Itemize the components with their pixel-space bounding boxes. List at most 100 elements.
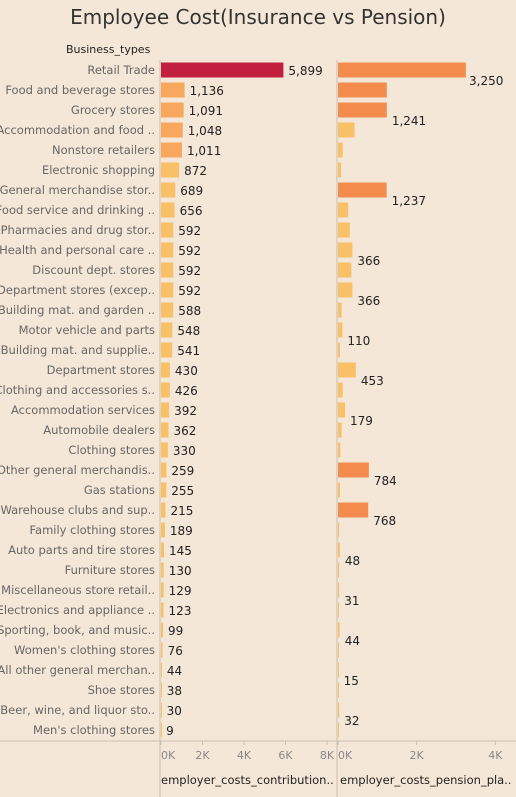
insurance-value-label: 145 bbox=[169, 544, 192, 558]
insurance-value-label: 426 bbox=[175, 384, 198, 398]
category-label: Retail Trade bbox=[87, 63, 155, 77]
pension-bar bbox=[338, 422, 342, 438]
pension-value-label: 3,250 bbox=[469, 74, 503, 88]
pension-value-label: 31 bbox=[344, 594, 359, 608]
pension-value-label: 1,241 bbox=[392, 114, 426, 128]
pension-value-label: 366 bbox=[357, 294, 380, 308]
pension-bar bbox=[338, 542, 340, 558]
pension-bar bbox=[338, 282, 353, 298]
pension-bar bbox=[338, 382, 343, 398]
insurance-bar bbox=[161, 142, 182, 158]
pension-bar bbox=[338, 602, 339, 618]
insurance-bar bbox=[161, 402, 170, 418]
category-label: Food service and drinking .. bbox=[0, 203, 155, 217]
pension-bar bbox=[338, 462, 369, 478]
pension-bar bbox=[338, 582, 340, 598]
insurance-value-label: 123 bbox=[169, 604, 192, 618]
category-label: Beer, wine, and liquor sto.. bbox=[0, 703, 155, 717]
insurance-value-label: 588 bbox=[178, 304, 201, 318]
x-tick-label: 2K bbox=[410, 749, 425, 762]
insurance-bar bbox=[161, 622, 164, 638]
insurance-value-label: 592 bbox=[178, 264, 201, 278]
pension-axis-title: employer_costs_pension_pla.. bbox=[340, 773, 512, 787]
pension-bar bbox=[338, 62, 466, 78]
pension-bar bbox=[338, 682, 339, 698]
insurance-value-label: 44 bbox=[167, 664, 182, 678]
chart-title: Employee Cost(Insurance vs Pension) bbox=[70, 5, 446, 29]
insurance-value-label: 392 bbox=[174, 404, 197, 418]
pension-bar bbox=[338, 482, 340, 498]
x-tick-label: 0K bbox=[338, 749, 353, 762]
pension-value-label: 15 bbox=[344, 674, 359, 688]
pension-bar bbox=[338, 142, 343, 158]
insurance-value-label: 5,899 bbox=[288, 64, 322, 78]
insurance-value-label: 1,091 bbox=[189, 104, 223, 118]
pension-bar bbox=[338, 222, 350, 238]
insurance-value-label: 592 bbox=[178, 224, 201, 238]
insurance-bar bbox=[161, 462, 167, 478]
x-tick-label: 4K bbox=[488, 749, 503, 762]
pension-bar bbox=[338, 242, 353, 258]
category-label: Health and personal care .. bbox=[0, 243, 155, 257]
x-tick-label: 4K bbox=[237, 749, 252, 762]
category-label: General merchandise stor.. bbox=[0, 183, 155, 197]
insurance-value-label: 362 bbox=[174, 424, 197, 438]
x-tick-label: 2K bbox=[195, 749, 210, 762]
category-label: Men's clothing stores bbox=[33, 723, 155, 737]
pension-bar bbox=[338, 342, 340, 358]
category-label: Grocery stores bbox=[71, 103, 155, 117]
insurance-bar bbox=[161, 162, 180, 178]
category-label: Accommodation services bbox=[11, 403, 155, 417]
row-header: Business_types bbox=[66, 43, 151, 56]
category-label: Electronics and appliance .. bbox=[0, 603, 155, 617]
category-label: Shoe stores bbox=[88, 683, 155, 697]
category-label: Warehouse clubs and sup.. bbox=[0, 503, 155, 517]
insurance-bar bbox=[161, 502, 166, 518]
insurance-bar bbox=[161, 482, 167, 498]
insurance-bar bbox=[161, 662, 162, 678]
insurance-bar bbox=[161, 682, 162, 698]
insurance-value-label: 592 bbox=[178, 244, 201, 258]
pension-value-label: 768 bbox=[373, 514, 396, 528]
pension-value-label: 48 bbox=[345, 554, 360, 568]
pension-bar bbox=[338, 162, 342, 178]
pension-bar bbox=[338, 522, 340, 538]
pension-bar bbox=[338, 82, 387, 98]
category-label: Clothing stores bbox=[68, 443, 155, 457]
insurance-bar bbox=[161, 242, 174, 258]
pension-bar bbox=[338, 702, 340, 718]
category-label: Miscellaneous store retail.. bbox=[1, 583, 155, 597]
insurance-bar bbox=[161, 542, 165, 558]
insurance-value-label: 1,136 bbox=[190, 84, 224, 98]
insurance-bar bbox=[161, 122, 183, 138]
insurance-bar bbox=[161, 642, 163, 658]
insurance-value-label: 76 bbox=[168, 644, 183, 658]
insurance-bar bbox=[161, 602, 164, 618]
insurance-value-label: 38 bbox=[167, 684, 182, 698]
category-label: Department stores bbox=[47, 363, 155, 377]
category-label: Pharmacies and drug stor.. bbox=[1, 223, 155, 237]
insurance-value-label: 255 bbox=[171, 484, 194, 498]
category-label: Automobile dealers bbox=[43, 423, 155, 437]
insurance-axis-title: employer_costs_contribution.. bbox=[161, 773, 334, 787]
insurance-value-label: 592 bbox=[178, 284, 201, 298]
insurance-value-label: 330 bbox=[173, 444, 196, 458]
category-label: Women's clothing stores bbox=[14, 643, 155, 657]
pension-bar bbox=[338, 642, 339, 658]
pension-value-label: 366 bbox=[357, 254, 380, 268]
category-label: All other general merchan.. bbox=[0, 663, 155, 677]
insurance-bar bbox=[161, 382, 170, 398]
pension-bar bbox=[338, 622, 340, 638]
insurance-bar bbox=[161, 522, 165, 538]
insurance-bar bbox=[161, 362, 170, 378]
pension-bar bbox=[338, 362, 356, 378]
category-label: Auto parts and tire stores bbox=[8, 543, 155, 557]
category-label: Clothing and accessories s.. bbox=[0, 383, 155, 397]
insurance-value-label: 1,011 bbox=[187, 144, 221, 158]
pension-bar bbox=[338, 322, 343, 338]
insurance-value-label: 541 bbox=[177, 344, 200, 358]
category-label: Discount dept. stores bbox=[32, 263, 155, 277]
category-label: Building mat. and supplie.. bbox=[1, 343, 155, 357]
insurance-bar bbox=[161, 202, 175, 218]
category-label: Nonstore retailers bbox=[52, 143, 155, 157]
